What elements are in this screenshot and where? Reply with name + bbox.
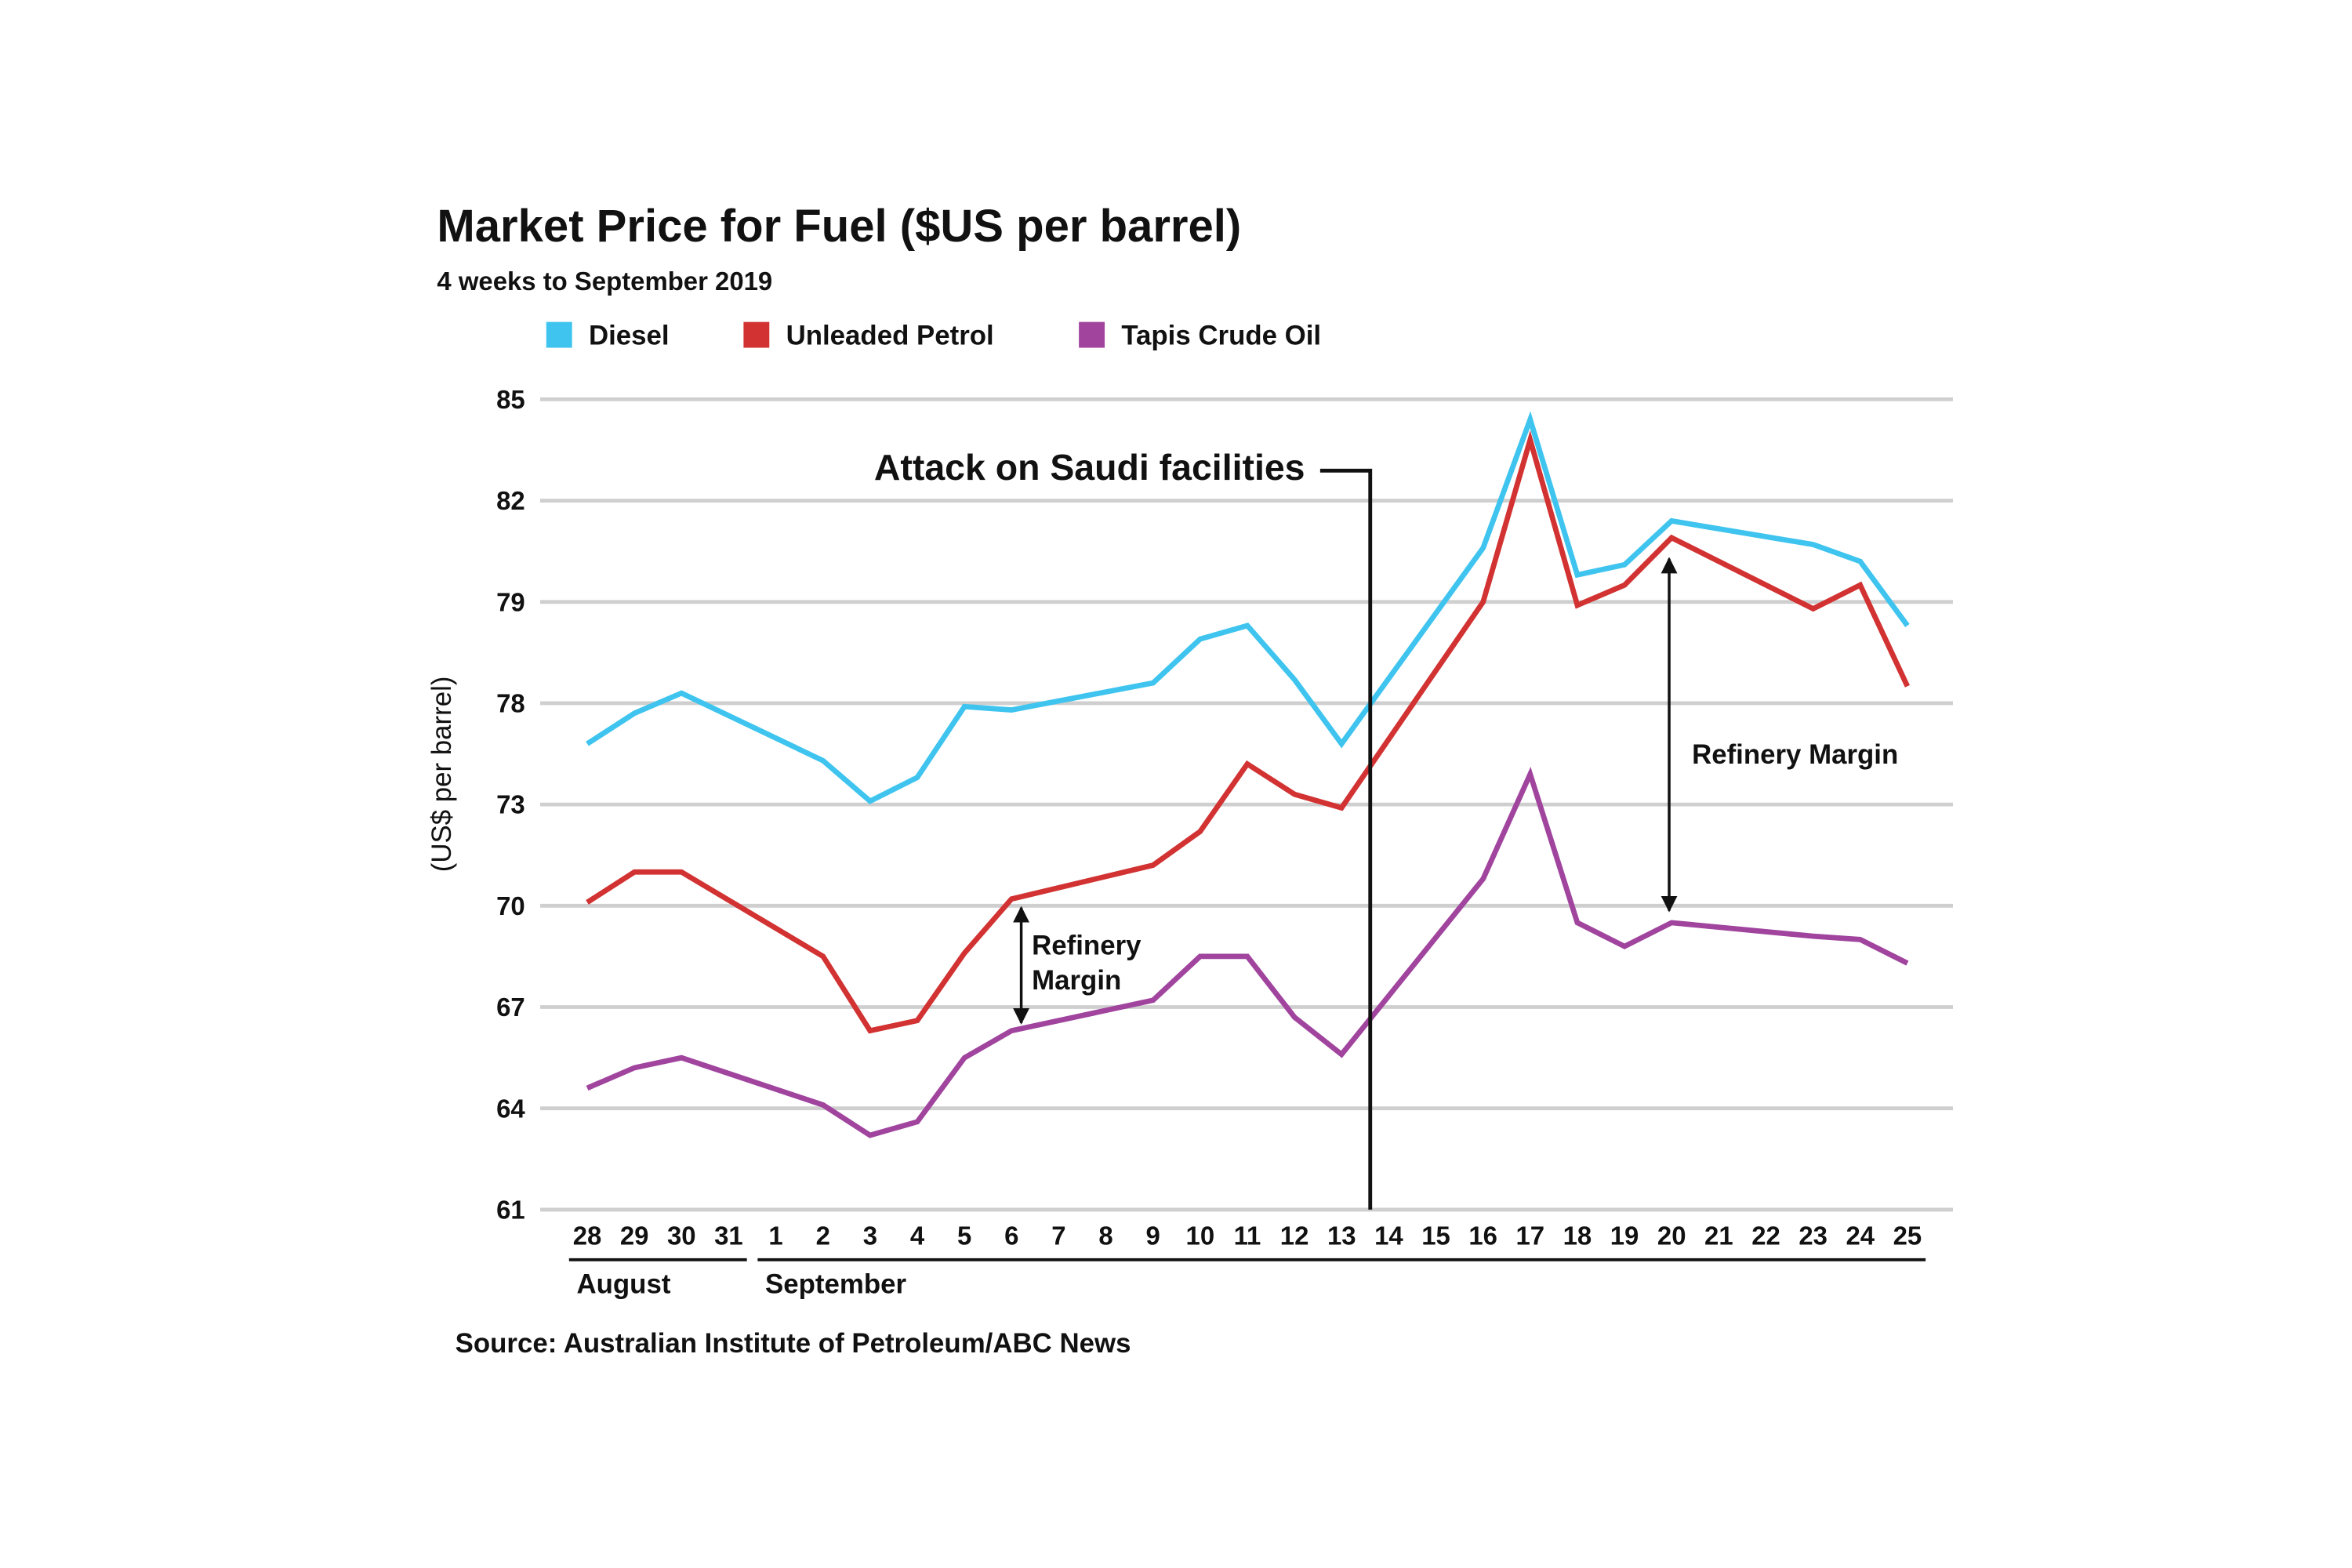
month-label: August — [576, 1269, 670, 1299]
x-tick-label: 9 — [1146, 1221, 1160, 1250]
x-tick-label: 15 — [1421, 1221, 1450, 1250]
y-tick-label: 78 — [496, 689, 525, 718]
legend-label: Tapis Crude Oil — [1121, 321, 1321, 351]
chart-title: Market Price for Fuel ($US per barrel) — [437, 201, 1241, 252]
attack-marker-line — [1319, 468, 1373, 1210]
x-tick-label: 21 — [1704, 1221, 1733, 1250]
x-tick-label: 4 — [910, 1221, 925, 1250]
y-axis-label: (US$ per barrel) — [426, 677, 457, 873]
y-tick-label: 85 — [496, 385, 525, 414]
x-tick-label: 29 — [620, 1221, 649, 1250]
x-tick-label: 22 — [1751, 1221, 1780, 1250]
legend-swatch — [546, 321, 572, 348]
x-tick-label: 14 — [1374, 1221, 1403, 1250]
x-tick-label: 25 — [1893, 1221, 1922, 1250]
x-tick-label: 10 — [1186, 1221, 1215, 1250]
series-lines — [586, 411, 1910, 1138]
x-tick-label: 31 — [714, 1221, 743, 1250]
month-label: September — [765, 1269, 906, 1299]
x-axis-ticks: 28 29 30 31 1 2 3 4 5 6 7 8 9 10 11 12 13 14 15 16 17 18 19 20 2… — [573, 1221, 1922, 1250]
x-tick-label: 19 — [1610, 1221, 1639, 1250]
y-tick-label: 82 — [496, 486, 525, 515]
chart-subtitle: 4 weeks to September 2019 — [437, 267, 772, 296]
x-tick-label: 3 — [863, 1221, 877, 1250]
legend-swatch — [1079, 321, 1105, 348]
y-axis-ticks: 85 82 79 78 73 70 67 64 61 — [496, 385, 525, 1225]
legend: Diesel Unleaded Petrol Tapis Crude Oil — [546, 321, 1321, 351]
x-tick-label: 20 — [1657, 1221, 1686, 1250]
x-tick-label: 1 — [768, 1221, 782, 1250]
y-tick-label: 67 — [496, 993, 525, 1022]
x-tick-label: 7 — [1051, 1221, 1065, 1250]
refinery-margin-label-2: Refinery Margin — [1692, 739, 1898, 770]
gridlines — [540, 397, 1953, 1212]
month-labels: August September — [568, 1258, 1926, 1299]
legend-label: Unleaded Petrol — [786, 321, 994, 351]
x-tick-label: 16 — [1468, 1221, 1497, 1250]
y-tick-label: 61 — [496, 1196, 525, 1225]
legend-swatch — [743, 321, 770, 348]
x-tick-label: 12 — [1280, 1221, 1309, 1250]
x-tick-label: 23 — [1798, 1221, 1828, 1250]
y-tick-label: 79 — [496, 587, 525, 616]
series-line-unleaded-petrol — [586, 430, 1910, 1034]
x-tick-label: 11 — [1234, 1221, 1261, 1250]
x-tick-label: 8 — [1098, 1221, 1112, 1250]
refinery-margin-label-1b: Margin — [1032, 965, 1121, 996]
source-note: Source: Australian Institute of Petroleu… — [456, 1328, 1131, 1359]
x-tick-label: 30 — [667, 1221, 696, 1250]
x-tick-label: 24 — [1846, 1221, 1875, 1250]
x-tick-label: 2 — [816, 1221, 830, 1250]
x-tick-label: 13 — [1327, 1221, 1356, 1250]
x-tick-label: 28 — [573, 1221, 602, 1250]
series-line-diesel — [586, 411, 1910, 804]
y-tick-label: 64 — [496, 1094, 525, 1123]
x-tick-label: 17 — [1516, 1221, 1545, 1250]
x-tick-label: 5 — [957, 1221, 971, 1250]
refinery-margin-label-1a: Refinery — [1032, 931, 1142, 961]
y-tick-label: 70 — [496, 891, 525, 920]
x-tick-label: 18 — [1563, 1221, 1592, 1250]
x-tick-label: 6 — [1004, 1221, 1018, 1250]
attack-label: Attack on Saudi facilities — [874, 447, 1305, 488]
y-tick-label: 73 — [496, 790, 525, 819]
legend-label: Diesel — [589, 321, 670, 351]
series-line-tapis-crude-oil — [586, 766, 1909, 1138]
